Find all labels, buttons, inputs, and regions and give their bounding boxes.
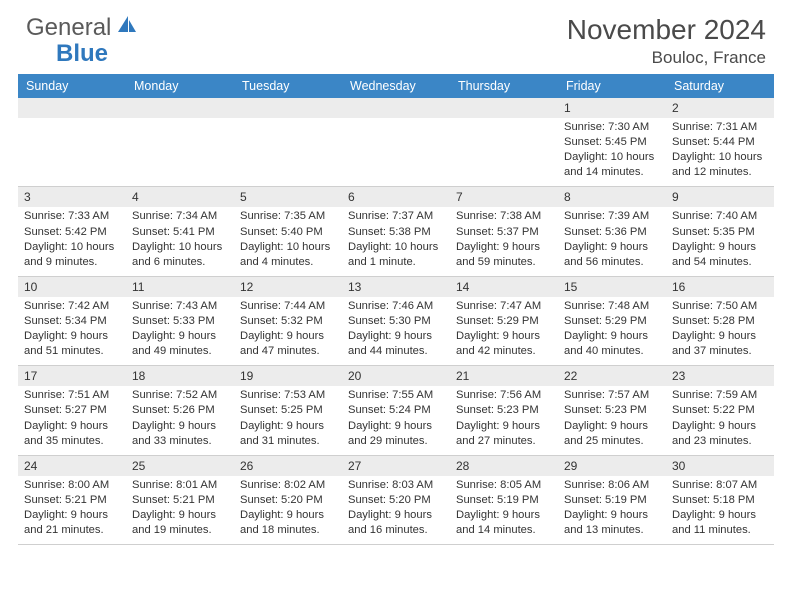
- day-number-cell: [234, 98, 342, 118]
- day-number-cell: 29: [558, 455, 666, 476]
- logo: General Blue: [26, 14, 140, 42]
- day-content-cell: [18, 118, 126, 187]
- day-number-cell: [450, 98, 558, 118]
- day-number-cell: 24: [18, 455, 126, 476]
- day-number-cell: 15: [558, 276, 666, 297]
- day-content-cell: [342, 118, 450, 187]
- logo-text-blue: Blue: [56, 40, 108, 68]
- day-number-row: 24252627282930: [18, 455, 774, 476]
- day-number-cell: 22: [558, 366, 666, 387]
- day-content-cell: Sunrise: 7:57 AMSunset: 5:23 PMDaylight:…: [558, 386, 666, 455]
- weekday-header: Sunday: [18, 74, 126, 98]
- day-content-cell: Sunrise: 8:00 AMSunset: 5:21 PMDaylight:…: [18, 476, 126, 545]
- day-content-cell: Sunrise: 7:48 AMSunset: 5:29 PMDaylight:…: [558, 297, 666, 366]
- page-title: November 2024: [567, 14, 766, 46]
- day-content-cell: Sunrise: 8:06 AMSunset: 5:19 PMDaylight:…: [558, 476, 666, 545]
- day-content-cell: [234, 118, 342, 187]
- day-number-cell: 30: [666, 455, 774, 476]
- day-number-row: 10111213141516: [18, 276, 774, 297]
- day-content-row: Sunrise: 7:30 AMSunset: 5:45 PMDaylight:…: [18, 118, 774, 187]
- day-number-cell: 26: [234, 455, 342, 476]
- day-content-row: Sunrise: 7:51 AMSunset: 5:27 PMDaylight:…: [18, 386, 774, 455]
- day-content-cell: Sunrise: 7:37 AMSunset: 5:38 PMDaylight:…: [342, 207, 450, 276]
- day-number-cell: 21: [450, 366, 558, 387]
- day-number-cell: 4: [126, 187, 234, 208]
- day-number-cell: 8: [558, 187, 666, 208]
- day-content-cell: Sunrise: 7:40 AMSunset: 5:35 PMDaylight:…: [666, 207, 774, 276]
- calendar-table: SundayMondayTuesdayWednesdayThursdayFrid…: [18, 74, 774, 545]
- day-number-cell: 14: [450, 276, 558, 297]
- day-number-cell: 18: [126, 366, 234, 387]
- day-number-cell: 13: [342, 276, 450, 297]
- weekday-header: Thursday: [450, 74, 558, 98]
- weekday-header: Tuesday: [234, 74, 342, 98]
- weekday-header-row: SundayMondayTuesdayWednesdayThursdayFrid…: [18, 74, 774, 98]
- calendar: SundayMondayTuesdayWednesdayThursdayFrid…: [0, 74, 792, 545]
- day-content-row: Sunrise: 7:33 AMSunset: 5:42 PMDaylight:…: [18, 207, 774, 276]
- weekday-header: Saturday: [666, 74, 774, 98]
- day-number-cell: 10: [18, 276, 126, 297]
- weekday-header: Friday: [558, 74, 666, 98]
- day-content-cell: Sunrise: 8:05 AMSunset: 5:19 PMDaylight:…: [450, 476, 558, 545]
- day-number-cell: 23: [666, 366, 774, 387]
- day-content-cell: Sunrise: 7:33 AMSunset: 5:42 PMDaylight:…: [18, 207, 126, 276]
- day-content-cell: Sunrise: 7:43 AMSunset: 5:33 PMDaylight:…: [126, 297, 234, 366]
- day-content-cell: Sunrise: 7:44 AMSunset: 5:32 PMDaylight:…: [234, 297, 342, 366]
- day-content-cell: Sunrise: 7:52 AMSunset: 5:26 PMDaylight:…: [126, 386, 234, 455]
- weekday-header: Wednesday: [342, 74, 450, 98]
- day-content-cell: Sunrise: 7:31 AMSunset: 5:44 PMDaylight:…: [666, 118, 774, 187]
- day-content-cell: Sunrise: 7:50 AMSunset: 5:28 PMDaylight:…: [666, 297, 774, 366]
- day-number-cell: [342, 98, 450, 118]
- day-content-cell: Sunrise: 8:01 AMSunset: 5:21 PMDaylight:…: [126, 476, 234, 545]
- day-number-cell: 3: [18, 187, 126, 208]
- day-content-cell: Sunrise: 7:30 AMSunset: 5:45 PMDaylight:…: [558, 118, 666, 187]
- day-content-cell: Sunrise: 7:59 AMSunset: 5:22 PMDaylight:…: [666, 386, 774, 455]
- day-number-cell: 6: [342, 187, 450, 208]
- day-number-cell: 5: [234, 187, 342, 208]
- day-number-cell: [126, 98, 234, 118]
- day-content-cell: Sunrise: 7:34 AMSunset: 5:41 PMDaylight:…: [126, 207, 234, 276]
- calendar-body: 12 Sunrise: 7:30 AMSunset: 5:45 PMDaylig…: [18, 98, 774, 545]
- day-number-cell: 12: [234, 276, 342, 297]
- header: General Blue November 2024 Bouloc, Franc…: [0, 0, 792, 74]
- day-number-cell: 25: [126, 455, 234, 476]
- day-number-row: 17181920212223: [18, 366, 774, 387]
- day-content-cell: Sunrise: 7:38 AMSunset: 5:37 PMDaylight:…: [450, 207, 558, 276]
- day-content-cell: Sunrise: 7:56 AMSunset: 5:23 PMDaylight:…: [450, 386, 558, 455]
- day-content-cell: Sunrise: 7:46 AMSunset: 5:30 PMDaylight:…: [342, 297, 450, 366]
- day-content-cell: Sunrise: 7:39 AMSunset: 5:36 PMDaylight:…: [558, 207, 666, 276]
- day-number-cell: 17: [18, 366, 126, 387]
- day-number-cell: 27: [342, 455, 450, 476]
- day-content-row: Sunrise: 7:42 AMSunset: 5:34 PMDaylight:…: [18, 297, 774, 366]
- logo-sail-icon: [116, 14, 138, 39]
- day-content-cell: Sunrise: 8:07 AMSunset: 5:18 PMDaylight:…: [666, 476, 774, 545]
- day-number-cell: 7: [450, 187, 558, 208]
- day-number-cell: 16: [666, 276, 774, 297]
- day-number-cell: 2: [666, 98, 774, 118]
- day-content-row: Sunrise: 8:00 AMSunset: 5:21 PMDaylight:…: [18, 476, 774, 545]
- day-number-cell: 28: [450, 455, 558, 476]
- title-block: November 2024 Bouloc, France: [567, 14, 766, 68]
- day-content-cell: Sunrise: 7:35 AMSunset: 5:40 PMDaylight:…: [234, 207, 342, 276]
- day-content-cell: Sunrise: 7:53 AMSunset: 5:25 PMDaylight:…: [234, 386, 342, 455]
- location-label: Bouloc, France: [567, 48, 766, 68]
- day-number-cell: 11: [126, 276, 234, 297]
- day-number-row: 12: [18, 98, 774, 118]
- day-content-cell: Sunrise: 8:02 AMSunset: 5:20 PMDaylight:…: [234, 476, 342, 545]
- day-number-row: 3456789: [18, 187, 774, 208]
- logo-text-general: General: [26, 14, 111, 42]
- day-number-cell: 20: [342, 366, 450, 387]
- day-content-cell: Sunrise: 7:51 AMSunset: 5:27 PMDaylight:…: [18, 386, 126, 455]
- day-content-cell: [126, 118, 234, 187]
- day-content-cell: Sunrise: 8:03 AMSunset: 5:20 PMDaylight:…: [342, 476, 450, 545]
- day-number-cell: 19: [234, 366, 342, 387]
- day-content-cell: Sunrise: 7:55 AMSunset: 5:24 PMDaylight:…: [342, 386, 450, 455]
- day-number-cell: [18, 98, 126, 118]
- day-number-cell: 1: [558, 98, 666, 118]
- weekday-header: Monday: [126, 74, 234, 98]
- day-content-cell: [450, 118, 558, 187]
- day-number-cell: 9: [666, 187, 774, 208]
- day-content-cell: Sunrise: 7:42 AMSunset: 5:34 PMDaylight:…: [18, 297, 126, 366]
- day-content-cell: Sunrise: 7:47 AMSunset: 5:29 PMDaylight:…: [450, 297, 558, 366]
